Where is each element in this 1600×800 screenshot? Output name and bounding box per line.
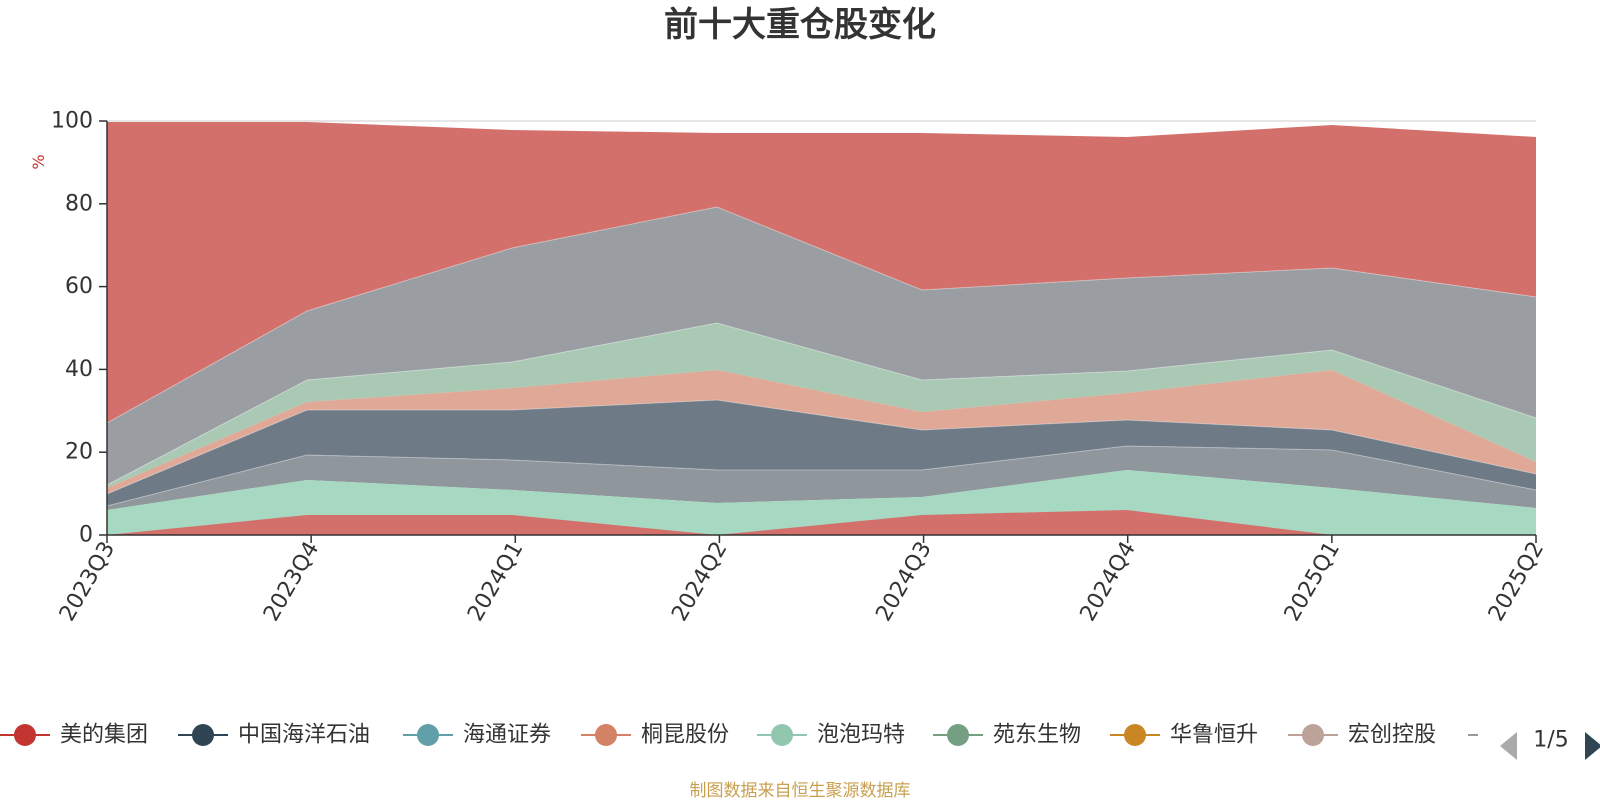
x-tick-label: 2023Q4 (259, 538, 324, 626)
legend-marker-icon (771, 724, 793, 746)
legend-marker-icon (1302, 724, 1324, 746)
legend-marker-icon (14, 724, 36, 746)
legend-item[interactable]: 泡泡玛特 (757, 723, 905, 748)
legend-label: 美的集团 (60, 723, 148, 748)
y-tick-label: 0 (79, 523, 93, 548)
legend-marker-icon (192, 724, 214, 746)
area-band-1 (107, 122, 1536, 423)
x-tick-label: 2025Q1 (1280, 538, 1345, 626)
legend-label: 宏创控股 (1348, 723, 1436, 748)
legend-marker-icon (947, 724, 969, 746)
legend-item[interactable]: 桐昆股份 (581, 723, 729, 748)
x-tick-label: 2024Q1 (463, 538, 528, 626)
legend-marker-icon (417, 724, 439, 746)
x-tick-label: 2025Q2 (1484, 538, 1549, 626)
legend-label: 华鲁恒升 (1170, 723, 1258, 748)
legend-item[interactable]: 宏创控股 (1288, 723, 1436, 748)
legend-label: 泡泡玛特 (817, 723, 905, 748)
legend-page-indicator: 1/5 (1533, 728, 1568, 753)
area-band-5 (107, 400, 1536, 506)
area-band-2 (107, 207, 1536, 485)
y-tick-label: 40 (65, 357, 93, 382)
legend-item[interactable]: 美的集团 (0, 723, 148, 748)
x-axis-ticks: 2023Q3 2023Q4 2024Q1 2024Q2 2024Q3 2024Q4 2025… (55, 535, 1549, 626)
area-band-6 (107, 446, 1536, 510)
y-tick-label: 20 (65, 440, 93, 465)
legend: 美的集团 中国海洋石油 海通证券 桐昆股份 泡泡玛特 苑东生物 华鲁恒升 宏创控股 (0, 723, 1478, 748)
x-tick-label: 2024Q4 (1076, 538, 1141, 626)
area-band-4 (107, 370, 1536, 494)
data-source-note: 制图数据来自恒生聚源数据库 (690, 781, 911, 800)
legend-prev-arrow-icon[interactable] (1500, 732, 1517, 760)
y-axis-ticks: 0 20 40 60 80 100 (51, 109, 107, 548)
axes (106, 121, 1536, 536)
area-band-8 (107, 510, 1536, 535)
legend-pager: 1/5 (1500, 728, 1600, 760)
y-tick-label: 60 (65, 274, 93, 299)
area-band-3 (107, 323, 1536, 488)
legend-next-arrow-icon[interactable] (1585, 732, 1600, 760)
legend-item[interactable]: 中国海洋石油 (178, 723, 370, 748)
x-tick-label: 2023Q3 (55, 538, 120, 626)
legend-marker-icon (595, 724, 617, 746)
legend-item[interactable]: 海通证券 (403, 723, 551, 748)
area-line-2 (106, 322, 1537, 486)
legend-item[interactable]: 华鲁恒升 (1110, 723, 1258, 748)
stacked-areas (106, 122, 1537, 535)
y-axis-unit: % (29, 154, 48, 169)
area-line-3 (106, 399, 1537, 495)
x-tick-label: 2024Q2 (667, 538, 732, 626)
legend-label: 桐昆股份 (641, 723, 729, 748)
y-tick-label: 80 (65, 191, 93, 216)
x-tick-label: 2024Q3 (871, 538, 936, 626)
area-line-4 (106, 445, 1537, 507)
legend-label: 海通证券 (463, 723, 551, 748)
legend-label: 苑东生物 (993, 723, 1081, 748)
area-line-1 (106, 206, 1537, 424)
legend-label: 中国海洋石油 (238, 723, 370, 748)
legend-item[interactable]: 苑东生物 (933, 723, 1081, 748)
legend-marker-icon (1124, 724, 1146, 746)
y-tick-label: 100 (51, 109, 93, 134)
chart-title: 前十大重仓股变化 (664, 5, 936, 45)
